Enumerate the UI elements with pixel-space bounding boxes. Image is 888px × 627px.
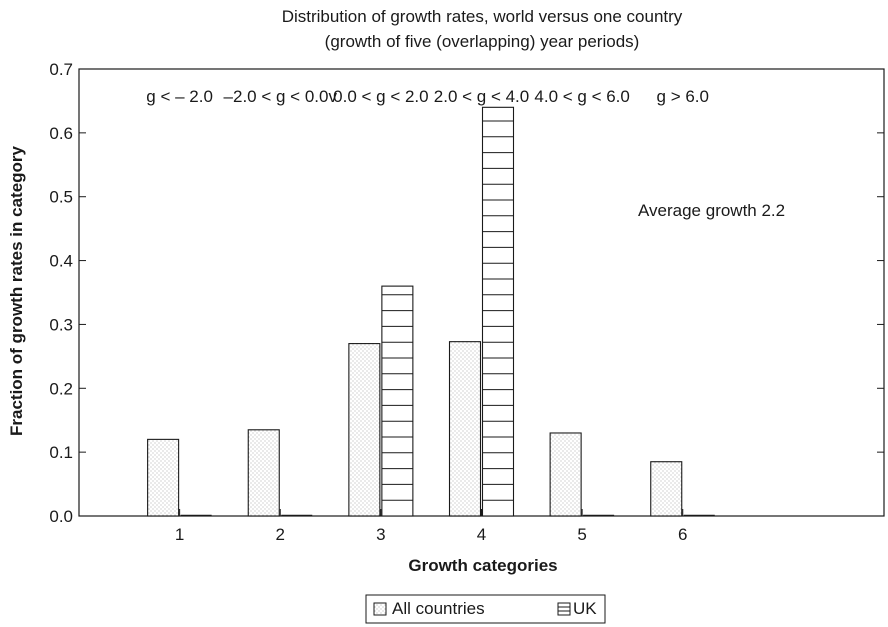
category-range-label: –2.0 < g < 0.0v: [224, 87, 338, 106]
y-tick-label: 0.7: [49, 60, 73, 79]
category-range-label: 4.0 < g < 6.0: [534, 87, 629, 106]
x-tick-label: 1: [175, 525, 184, 544]
category-range-label: g < – 2.0: [146, 87, 213, 106]
x-tick-label: 4: [477, 525, 486, 544]
y-axis: 0.0 0.1 0.2 0.3 0.4 0.5 0.6 0.7: [49, 60, 884, 526]
bar-uk: [481, 106, 515, 517]
x-tick-label: 2: [276, 525, 285, 544]
legend-swatch-uk-lines: [558, 606, 570, 612]
chart-subtitle: (growth of five (overlapping) year perio…: [325, 32, 640, 51]
bar-all-countries: [650, 461, 683, 517]
x-tick-label: 6: [678, 525, 687, 544]
x-axis: 1 2 3 4 5 6: [175, 509, 687, 544]
legend: All countries UK: [365, 594, 606, 624]
bars: [147, 106, 715, 517]
chart-title: Distribution of growth rates, world vers…: [282, 7, 683, 26]
category-range-label: 2.0 < g < 4.0: [434, 87, 529, 106]
legend-label-uk: UK: [573, 599, 597, 618]
legend-swatch-uk: [557, 602, 571, 616]
x-tick-label: 3: [376, 525, 385, 544]
legend-swatch-all-countries: [373, 602, 387, 616]
category-range-label: g > 6.0: [657, 87, 709, 106]
category-range-label: 0.0 < g < 2.0: [333, 87, 428, 106]
x-axis-label: Growth categories: [408, 556, 557, 575]
y-tick-label: 0.1: [49, 443, 73, 462]
bar-all-countries: [348, 343, 381, 517]
category-labels: g < – 2.0 –2.0 < g < 0.0v0.0 < g < 2.0 2.0…: [146, 87, 709, 106]
y-tick-label: 0.2: [49, 379, 73, 398]
y-tick-label: 0.3: [49, 315, 73, 334]
y-tick-label: 0.0: [49, 507, 73, 526]
bar-uk: [381, 285, 414, 517]
bar-all-countries: [448, 341, 482, 517]
y-tick-label: 0.5: [49, 188, 73, 207]
bar-all-countries: [147, 438, 180, 517]
y-axis-label: Fraction of growth rates in category: [7, 145, 26, 436]
bar-all-countries: [549, 432, 582, 517]
y-tick-label: 0.6: [49, 124, 73, 143]
legend-label-all-countries: All countries: [392, 599, 485, 618]
plot-frame: [78, 68, 885, 517]
bar-all-countries: [247, 429, 280, 517]
y-tick-label: 0.4: [49, 252, 73, 271]
x-tick-label: 5: [577, 525, 586, 544]
average-growth-annotation: Average growth 2.2: [638, 201, 785, 220]
